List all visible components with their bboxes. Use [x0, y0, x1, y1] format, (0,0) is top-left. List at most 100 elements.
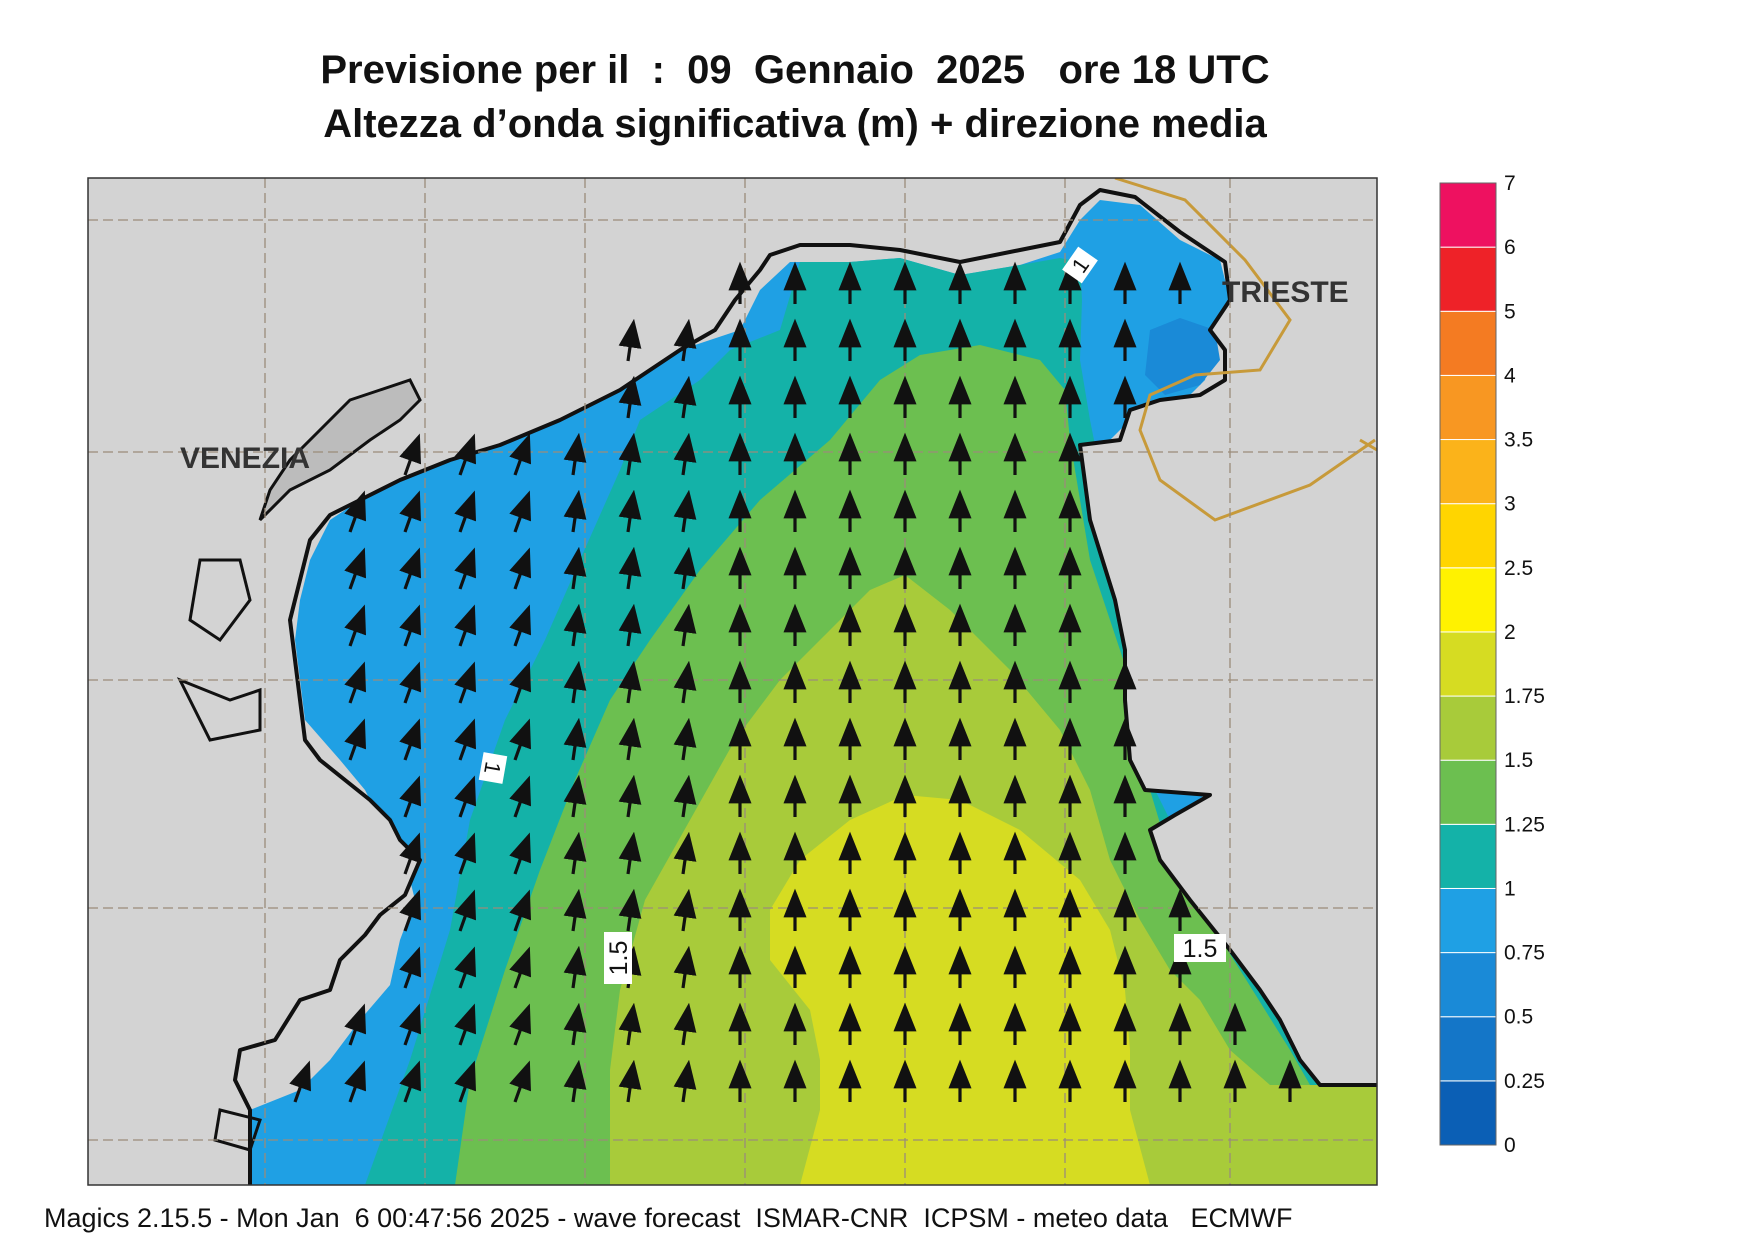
footer-credits: Magics 2.15.5 - Mon Jan 6 00:47:56 2025 …	[44, 1203, 1293, 1233]
colorbar-tick-label: 0.75	[1504, 942, 1545, 965]
colorbar-tick-label: 2.5	[1504, 557, 1533, 580]
wave-direction-arrow	[509, 1060, 532, 1103]
wave-direction-arrow	[563, 660, 587, 704]
wave-direction-arrow	[673, 717, 697, 761]
wave-direction-arrow	[673, 546, 697, 590]
colorbar-swatch	[1439, 823, 1497, 889]
wave-direction-arrow	[618, 432, 642, 476]
wave-direction-arrow	[618, 546, 642, 590]
wave-direction-arrow	[673, 1059, 697, 1103]
wave-direction-arrow	[563, 945, 587, 989]
wave-direction-arrow	[618, 375, 642, 419]
wave-direction-arrow	[399, 775, 422, 818]
wave-direction-arrow	[399, 433, 422, 476]
contour-label-text: 1.5	[605, 941, 633, 976]
wave-direction-arrow	[399, 718, 422, 761]
wave-direction-arrow	[563, 603, 587, 647]
wave-direction-arrow	[563, 774, 587, 818]
wave-direction-arrow	[673, 489, 697, 533]
colorbar-tick-label: 1.75	[1504, 685, 1545, 708]
wave-direction-arrow	[673, 945, 697, 989]
wave-direction-arrow	[344, 1003, 367, 1046]
wave-direction-arrow	[399, 604, 422, 647]
wave-direction-arrow	[344, 661, 367, 704]
wave-direction-arrow	[673, 774, 697, 818]
wave-direction-arrow	[454, 433, 477, 476]
colorbar-swatch	[1439, 567, 1497, 633]
city-label-trieste: TRIESTE	[1222, 276, 1349, 309]
wave-direction-arrow	[509, 490, 532, 533]
contour-label-1-top: 1	[1062, 246, 1098, 284]
wave-direction-arrow	[509, 1003, 532, 1046]
wave-direction-arrow	[454, 718, 477, 761]
wave-direction-arrow	[673, 660, 697, 704]
colorbar-swatch	[1439, 182, 1497, 248]
colorbar-swatch	[1439, 310, 1497, 376]
wave-direction-arrow	[289, 1060, 312, 1103]
wave-direction-arrow	[344, 718, 367, 761]
wave-direction-arrow	[618, 717, 642, 761]
wave-direction-arrow	[454, 490, 477, 533]
wave-direction-arrow	[673, 375, 697, 419]
title-forecast-date: Previsione per il : 09 Gennaio 2025 ore …	[320, 48, 1270, 92]
wave-direction-arrow	[509, 889, 532, 932]
wave-direction-arrow	[563, 888, 587, 932]
colorbar-swatch	[1439, 246, 1497, 312]
wave-direction-arrow	[454, 661, 477, 704]
colorbar-outline	[1439, 182, 1497, 1146]
colorbar-swatch	[1439, 952, 1497, 1018]
wave-direction-arrow	[454, 1003, 477, 1046]
wave-direction-arrow	[454, 775, 477, 818]
coastline	[176, 378, 422, 1152]
wave-direction-arrow	[399, 490, 422, 533]
wave-direction-arrow	[673, 318, 697, 362]
wave-direction-arrow	[509, 661, 532, 704]
colorbar-tick-label: 0.5	[1504, 1006, 1533, 1029]
wave-direction-arrow	[618, 318, 642, 362]
colorbar-swatch	[1439, 695, 1497, 761]
colorbar-swatch	[1439, 374, 1497, 441]
colorbar-swatch	[1439, 1016, 1497, 1082]
wave-direction-arrow	[673, 831, 697, 875]
wave-direction-arrow	[563, 1002, 587, 1046]
wave-direction-arrow	[399, 661, 422, 704]
wave-direction-arrow	[618, 603, 642, 647]
wave-direction-arrow	[509, 775, 532, 818]
colorbar-swatch	[1439, 759, 1497, 825]
colorbar-tick-label: 3	[1504, 493, 1516, 516]
wave-direction-arrow	[563, 546, 587, 590]
contour-label-1-left: 1	[478, 752, 508, 784]
wave-direction-arrow	[618, 831, 642, 875]
colorbar-swatch	[1439, 631, 1497, 697]
colorbar-swatch	[1439, 1080, 1497, 1146]
colorbar-tick-label: 0.25	[1504, 1070, 1545, 1093]
wave-direction-arrow	[618, 660, 642, 704]
wave-direction-arrow	[399, 1060, 422, 1103]
colorbar-swatch	[1439, 439, 1497, 505]
wave-direction-arrow	[344, 547, 367, 590]
land-area	[88, 178, 1377, 1185]
colorbar-tick-label: 2	[1504, 621, 1516, 644]
wave-direction-arrow	[509, 832, 532, 875]
wave-direction-arrow	[673, 603, 697, 647]
wave-direction-arrow	[454, 1060, 477, 1103]
wave-direction-arrow	[618, 888, 642, 932]
wave-direction-arrow	[399, 1003, 422, 1046]
colorbar-tick-label: 5	[1504, 300, 1516, 323]
wave-direction-arrow	[399, 832, 422, 875]
colorbar-swatch	[1439, 887, 1497, 954]
wave-direction-arrow	[673, 1002, 697, 1046]
wave-direction-arrow	[563, 489, 587, 533]
sea-region	[770, 795, 1150, 1185]
wave-direction-arrow	[509, 547, 532, 590]
wave-direction-arrow	[454, 832, 477, 875]
colorbar-tick-label: 7	[1504, 172, 1516, 195]
colorbar-tick-label: 4	[1504, 364, 1516, 387]
colorbar-tick-label: 1.25	[1504, 813, 1545, 836]
wave-direction-arrow	[399, 547, 422, 590]
wave-direction-arrow	[509, 718, 532, 761]
wave-direction-arrow	[454, 547, 477, 590]
colorbar-tick-label: 1.5	[1504, 749, 1533, 772]
wave-direction-arrow	[618, 1059, 642, 1103]
